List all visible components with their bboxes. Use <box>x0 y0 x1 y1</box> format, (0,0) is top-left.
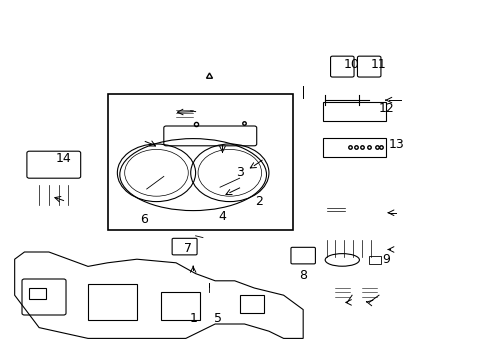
Bar <box>88 284 137 320</box>
Bar <box>161 292 200 320</box>
Text: 5: 5 <box>213 312 221 325</box>
Text: 14: 14 <box>56 152 71 165</box>
Bar <box>239 295 264 313</box>
Text: 13: 13 <box>387 138 403 150</box>
Bar <box>322 102 386 121</box>
Bar <box>322 138 386 157</box>
Bar <box>29 288 46 299</box>
Text: 6: 6 <box>140 213 148 226</box>
Text: 1: 1 <box>189 312 197 325</box>
Text: 4: 4 <box>218 210 226 222</box>
Bar <box>368 256 381 264</box>
Text: 12: 12 <box>378 102 393 114</box>
Text: 7: 7 <box>184 242 192 255</box>
Text: 2: 2 <box>255 195 263 208</box>
Text: 9: 9 <box>382 253 389 266</box>
Text: 3: 3 <box>235 166 243 179</box>
Text: 11: 11 <box>370 58 386 71</box>
Text: 10: 10 <box>344 58 359 71</box>
Text: 8: 8 <box>299 269 306 282</box>
Bar <box>107 94 293 230</box>
